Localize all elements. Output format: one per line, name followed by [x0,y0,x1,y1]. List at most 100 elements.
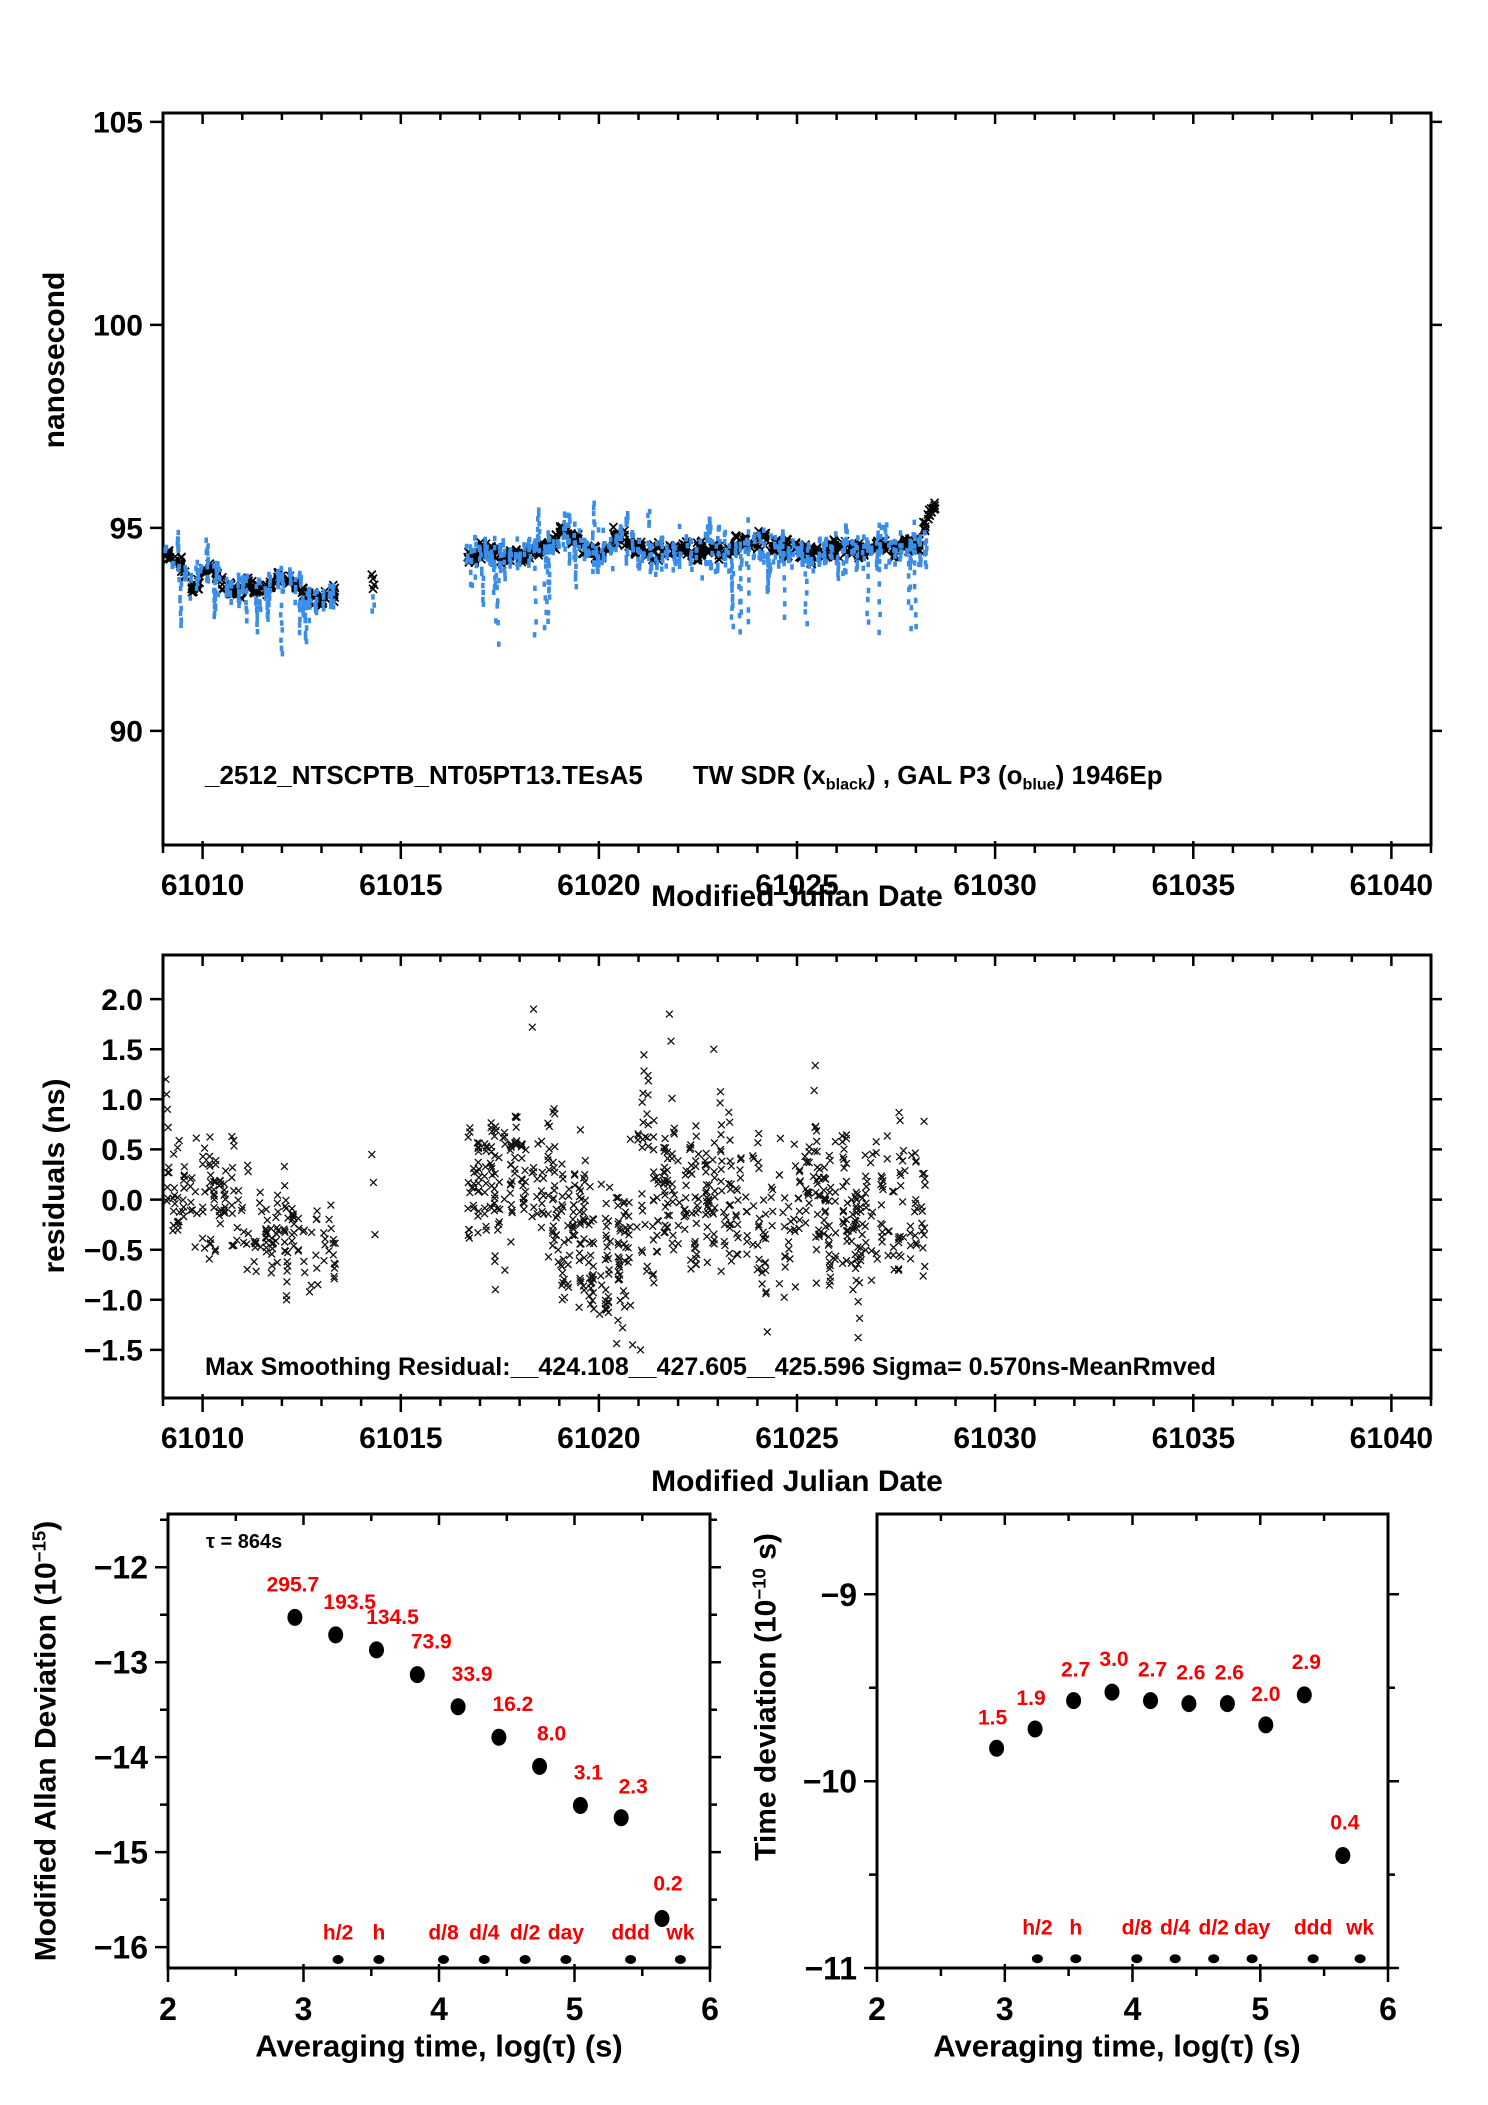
time-transfer-ticks [150,113,1442,859]
mdev-x-tick-label: 3 [295,1991,313,2027]
mdev-octave-label: h/2 [323,1922,353,1945]
mdev-data-point [532,1757,548,1775]
tdev-y-tick-label: −10 [803,1764,857,1800]
tdev-data-point [1335,1847,1351,1864]
residuals-x-axis-label: Modified Julian Date [651,1465,943,1498]
time-transfer-x-tick-label: 61020 [557,869,640,902]
mdev-octave-dot [625,1955,637,1964]
tdev-value-label: 0.4 [1330,1812,1360,1835]
tdev-value-label: 2.0 [1251,1683,1280,1706]
tdev-value-label: 1.9 [1016,1687,1045,1710]
time-transfer-y-tick-label: 95 [110,513,143,546]
tdev-data-point [1143,1692,1158,1710]
residuals-frame [161,953,1433,1400]
tdev-x-tick-label: 3 [996,1991,1014,2027]
panel-time-transfer: 61010 61015 61020 61025 61030 61035 61040 90 95 1… [93,107,1442,902]
tdev-octave-dot [1307,1954,1319,1964]
time-transfer-frame [161,111,1433,847]
mdev-octave-label: ddd [611,1922,649,1945]
tdev-octave-label: ddd [1294,1916,1332,1939]
tdev-octave-dot [1354,1954,1366,1964]
time-transfer-y-tick-label: 100 [93,310,143,343]
tdev-octave-dot [1131,1954,1143,1964]
mdev-octave-label: d/4 [469,1922,500,1945]
tdev-value-label: 3.0 [1099,1648,1128,1671]
residuals-ticks [150,955,1442,1412]
residuals-y-tick-label: 1.5 [101,1034,143,1067]
mdev-octave-dot [332,1955,344,1964]
top-panel-title-file: _2512_NTSCPTB_NT05PT13.TEsA5 [205,760,643,790]
mdev-x-tick-label: 5 [566,1991,584,2027]
mdev-octave-dot [519,1955,531,1964]
mdev-data-point [491,1728,507,1746]
tdev-value-label: 2.9 [1292,1651,1321,1674]
mdev-octave-label: wk [665,1922,694,1945]
top-panel-legend: TW SDR (xblack) , GAL P3 (oblue) 1946Ep [692,760,1163,794]
tdev-x-tick-label: 2 [868,1991,886,2027]
mdev-ticks [155,1514,721,1982]
time-transfer-x-tick-label: 61040 [1350,869,1433,902]
residuals-y-tick-label: 0.5 [101,1134,143,1167]
mdev-octave-label: h [372,1922,385,1945]
residuals-y-tick-label: 1.0 [101,1084,143,1117]
time-transfer-y-tick-label: 105 [93,107,143,140]
mdev-octave-dot [560,1955,572,1964]
residuals-x-tick-label: 61020 [557,1422,640,1455]
tdev-x-tick-label: 6 [1379,1991,1397,2027]
mdev-tau-annotation: τ = 864s [206,1531,283,1553]
tdev-value-label: 2.7 [1061,1659,1090,1682]
panel-residuals: 61010 61015 61020 61025 61030 61035 61040 2.0 1.… [84,953,1442,1455]
tdev-x-tick-label: 4 [1124,1991,1142,2027]
residuals-x-marker-series [161,1005,929,1354]
tdev-octave-label: wk [1345,1916,1374,1939]
mdev-y-tick-label: −16 [94,1930,148,1966]
tdev-octave-label: d/4 [1160,1916,1191,1939]
tdev-octave-dot [1208,1954,1220,1964]
mdev-value-label: 33.9 [452,1663,493,1686]
mdev-octave-label: day [548,1922,585,1945]
top-panel-title: _2512_NTSCPTB_NT05PT13.TEsA5 TW SDR (xbl… [205,762,1163,793]
tdev-x-tick-label: 5 [1251,1991,1269,2027]
tdev-octave-dot [1031,1954,1043,1964]
residuals-x-tick-label: 61010 [161,1422,244,1455]
mdev-value-label: 0.2 [653,1873,682,1896]
mdev-x-axis-label: Averaging time, log(τ) (s) [255,2028,623,2064]
tdev-data-point [989,1739,1005,1757]
residuals-y-tick-label: 2.0 [101,984,143,1017]
residuals-x-tick-label: 61015 [359,1422,442,1455]
tdev-octave-label: d/8 [1122,1916,1153,1939]
mdev-octave-dot [438,1955,449,1964]
tdev-y-tick-label: −9 [821,1577,857,1613]
time-transfer-x-tick-label: 61025 [755,869,838,902]
mdev-octave-label: d/2 [510,1922,540,1945]
tdev-data-point [1258,1716,1274,1734]
residuals-x-tick-label: 61025 [755,1422,838,1455]
tdev-value-label: 2.6 [1176,1662,1205,1685]
residuals-annotation: Max Smoothing Residual:__424.108__427.60… [205,1353,1216,1381]
mdev-value-label: 16.2 [492,1693,533,1716]
tdev-data-point [1296,1686,1312,1704]
mdev-x-tick-label: 4 [430,1991,448,2027]
mdev-x-tick-label: 6 [701,1991,719,2027]
tdev-octave-dot [1246,1954,1258,1964]
residuals-y-tick-label: −0.5 [84,1235,143,1268]
tdev-data-point [1027,1720,1043,1738]
tdev-value-label: 2.6 [1215,1662,1244,1685]
tdev-y-axis-label: Time deviation (10−10 s) [748,1533,783,1861]
mdev-value-label: 134.5 [366,1606,419,1629]
tdev-x-axis-label: Averaging time, log(τ) (s) [933,2028,1301,2064]
time-transfer-x-tick-label: 61010 [161,869,244,902]
mdev-value-label: 193.5 [323,1591,376,1614]
mdev-y-tick-label: −13 [94,1645,148,1681]
mdev-data-point [572,1797,588,1814]
top-x-axis-label: Modified Julian Date [651,880,943,913]
time-transfer-x-tick-label: 61035 [1152,869,1235,902]
mdev-y-tick-label: −14 [94,1740,148,1776]
tdev-frame [875,1512,1390,1970]
time-transfer-o-marker-series [163,500,929,657]
mdev-octave-dot [674,1955,686,1964]
mdev-value-label: 8.0 [537,1722,566,1745]
tdev-octave-label: d/2 [1199,1916,1229,1939]
tdev-octave-label: h/2 [1022,1916,1052,1939]
mdev-data-point [613,1809,629,1827]
